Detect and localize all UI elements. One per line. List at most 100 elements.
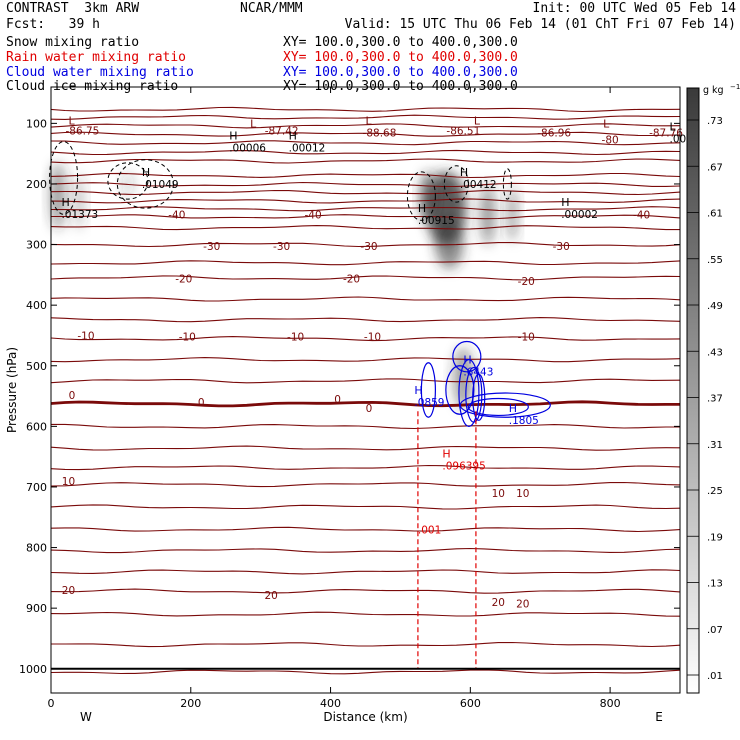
y-tick-label: 300 xyxy=(26,239,47,252)
cloud-water-contour xyxy=(458,359,480,427)
temperature-contour xyxy=(50,140,681,146)
temperature-contour xyxy=(50,260,681,266)
temperature-label: -86.51 xyxy=(446,126,480,138)
temperature-label: -87.76 xyxy=(649,127,683,139)
cloud-ice-contour xyxy=(443,165,469,203)
temperature-label: -10 xyxy=(518,332,535,344)
extremum-marker: L xyxy=(670,120,677,133)
colorbar: .01 .07 .13 .19 .25 .31 .37 .43 .49 .55 .61 .67 .73 g… xyxy=(686,83,740,694)
temperature-contour xyxy=(50,547,681,554)
extremum-value: .1805 xyxy=(509,415,539,427)
temperature-contour xyxy=(50,357,681,363)
header-init: Init: 00 UTC Wed 05 Feb 14 xyxy=(532,1,737,16)
temperature-label: 0 xyxy=(198,397,205,409)
temperature-label: -30 xyxy=(553,241,570,253)
colorbar-label: .31 xyxy=(707,440,723,451)
colorbar-ramp xyxy=(686,87,700,694)
field-rain-xy: XY= 100.0,300.0 to 400.0,300.0 xyxy=(283,50,518,65)
colorbar-label: .01 xyxy=(707,671,723,682)
cloud-water-contour xyxy=(452,340,482,373)
temperature-contour xyxy=(50,172,681,179)
temperature-label: 0 xyxy=(366,403,373,415)
extremum-value: .01049 xyxy=(142,179,179,191)
y-tick-label: 400 xyxy=(26,299,47,312)
temperature-contour xyxy=(50,336,681,342)
x-tick-label: 600 xyxy=(460,697,481,710)
colorbar-label: .61 xyxy=(707,209,723,220)
temperature-label: 20 xyxy=(62,585,75,597)
temperature-contour xyxy=(50,317,681,323)
cloud-water-contour xyxy=(420,362,436,418)
extremum-marker: H xyxy=(442,448,450,461)
plot-frame xyxy=(50,86,681,694)
field-cloudwater-name: Cloud water mixing ratio xyxy=(6,65,194,80)
extremum-value: .00412 xyxy=(460,179,497,191)
temperature-contour xyxy=(50,378,681,384)
temperature-contours xyxy=(50,106,681,675)
extremum-marker: H xyxy=(509,402,517,415)
y-tick-label: 900 xyxy=(26,602,47,615)
extremum-marker: L xyxy=(474,114,481,127)
extremum-marker: L xyxy=(250,117,257,130)
extremum-value: .01373 xyxy=(61,209,98,221)
colorbar-label: .67 xyxy=(707,162,723,173)
extremum-marker: H xyxy=(142,166,150,179)
x-tick-label: 200 xyxy=(180,697,201,710)
temperature-contour xyxy=(50,181,681,188)
extremum-value: .00012 xyxy=(289,142,326,154)
extremum-value: .00915 xyxy=(418,215,455,227)
extremum-marker: L xyxy=(68,114,75,127)
cloud-features xyxy=(49,141,551,669)
extremum-marker: H xyxy=(460,166,468,179)
temperature-label: -40 xyxy=(633,209,650,221)
temperature-label: -20 xyxy=(518,276,535,288)
colorbar-unit: g kg xyxy=(703,85,724,96)
temperature-label: -10 xyxy=(179,332,196,344)
cloud-ice-contour xyxy=(116,159,174,209)
temperature-label: -86.96 xyxy=(537,127,571,139)
temperature-label: 0 xyxy=(334,394,341,406)
contour-labels: -86.75 -87.42 -88.68 -86.51 -86.96 -80 -87.76 -… xyxy=(61,114,692,610)
temperature-contour xyxy=(50,569,681,575)
temperature-label: -30 xyxy=(273,241,290,253)
temperature-label: 20 xyxy=(264,590,277,602)
colorbar-label: .43 xyxy=(707,347,723,358)
temperature-label: 10 xyxy=(62,476,75,488)
extremum-marker: H xyxy=(418,202,426,215)
y-tick-label: 100 xyxy=(26,117,47,130)
temperature-contour xyxy=(50,198,681,204)
colorbar-unit-exponent: −1 xyxy=(730,83,740,91)
extremum-value: .096395 xyxy=(442,461,485,473)
colorbar-label: .37 xyxy=(707,394,723,405)
field-snow-xy: XY= 100.0,300.0 to 400.0,300.0 xyxy=(283,35,518,50)
temperature-contour xyxy=(51,423,680,430)
colorbar-label: .73 xyxy=(707,116,723,127)
temperature-label: 10 xyxy=(492,488,505,500)
y-tick-label: 600 xyxy=(26,420,47,433)
temperature-contour xyxy=(50,158,681,164)
freezing-level-contour xyxy=(50,400,680,408)
header-valid: Valid: 15 UTC Thu 06 Feb 14 (01 ChT Fri … xyxy=(344,17,736,32)
temperature-contour xyxy=(50,504,681,510)
snow-shading-blob xyxy=(49,162,66,230)
temperature-contour xyxy=(50,131,681,137)
temperature-contour xyxy=(51,214,681,220)
snow-shading-blob xyxy=(506,186,519,242)
temperature-label: -80 xyxy=(602,135,619,147)
west-label: W xyxy=(80,710,92,724)
cloud-ice-contour xyxy=(406,171,436,221)
cloud-ice-contour xyxy=(502,168,512,200)
temperature-contour xyxy=(50,481,681,488)
temperature-contour xyxy=(50,123,681,129)
temperature-label: 20 xyxy=(516,598,529,610)
temperature-label: -10 xyxy=(364,332,381,344)
header-model: CONTRAST 3km ARW xyxy=(6,1,140,16)
colorbar-label: .55 xyxy=(707,255,723,266)
temperature-contour xyxy=(50,464,681,471)
snow-shading-blob xyxy=(479,183,496,245)
temperature-contour xyxy=(50,106,681,113)
temperature-contour xyxy=(50,149,681,156)
cloud-water-contour xyxy=(445,365,475,415)
